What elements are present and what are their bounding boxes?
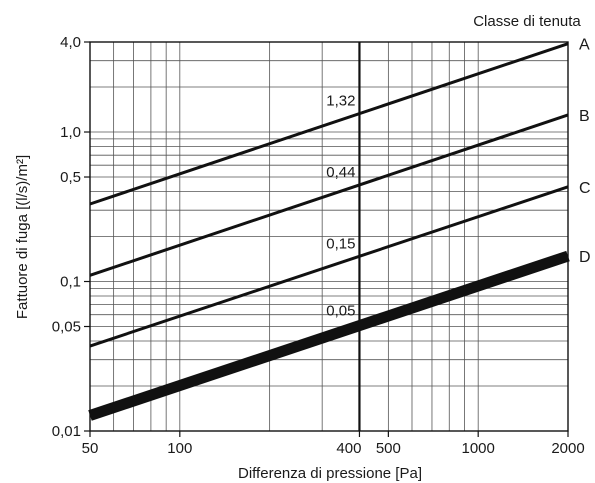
- x-tick-label: 1000: [461, 440, 494, 457]
- series-line-d: [88, 250, 570, 421]
- y-tick-label: 0,5: [60, 169, 81, 186]
- y-tick-label: 1,0: [60, 124, 81, 141]
- y-axis-title: Fattuore di fuga [(l/s)/m²]: [14, 155, 31, 319]
- x-tick-label: 2000: [551, 440, 584, 457]
- tick-labels: 50 100 400 500 1000 2000 4,0 1,0 0,5 0,1 0,05 0,01: [52, 34, 585, 457]
- x-tick-label: 50: [82, 440, 99, 457]
- series-line-b: [89, 113, 569, 277]
- plot-frame: [89, 41, 569, 432]
- value-label-a: 1,32: [326, 93, 355, 110]
- series-line-a: [89, 42, 569, 206]
- value-label-b: 0,44: [326, 164, 355, 181]
- y-tick-label: 4,0: [60, 34, 81, 51]
- curve-label-c: C: [579, 180, 591, 197]
- y-tick-label: 0,01: [52, 423, 81, 440]
- y-tick-label: 0,05: [52, 319, 81, 336]
- curve-label-b: B: [579, 108, 590, 125]
- x-axis-title: Differenza di pressione [Pa]: [238, 465, 422, 482]
- x-tick-label: 400: [336, 440, 361, 457]
- value-label-d: 0,05: [326, 303, 355, 320]
- series-line-c: [89, 185, 569, 348]
- series-lines: [88, 42, 570, 421]
- y-tick-label: 0,1: [60, 274, 81, 291]
- curve-label-a: A: [579, 37, 590, 54]
- x-tick-label: 500: [376, 440, 401, 457]
- value-label-c: 0,15: [326, 235, 355, 252]
- legend-title: Classe di tenuta: [473, 13, 581, 30]
- x-tick-label: 100: [167, 440, 192, 457]
- curve-labels: A 1,32 B 0,44 C 0,15 D 0,05: [326, 37, 590, 320]
- curve-label-d: D: [579, 249, 591, 266]
